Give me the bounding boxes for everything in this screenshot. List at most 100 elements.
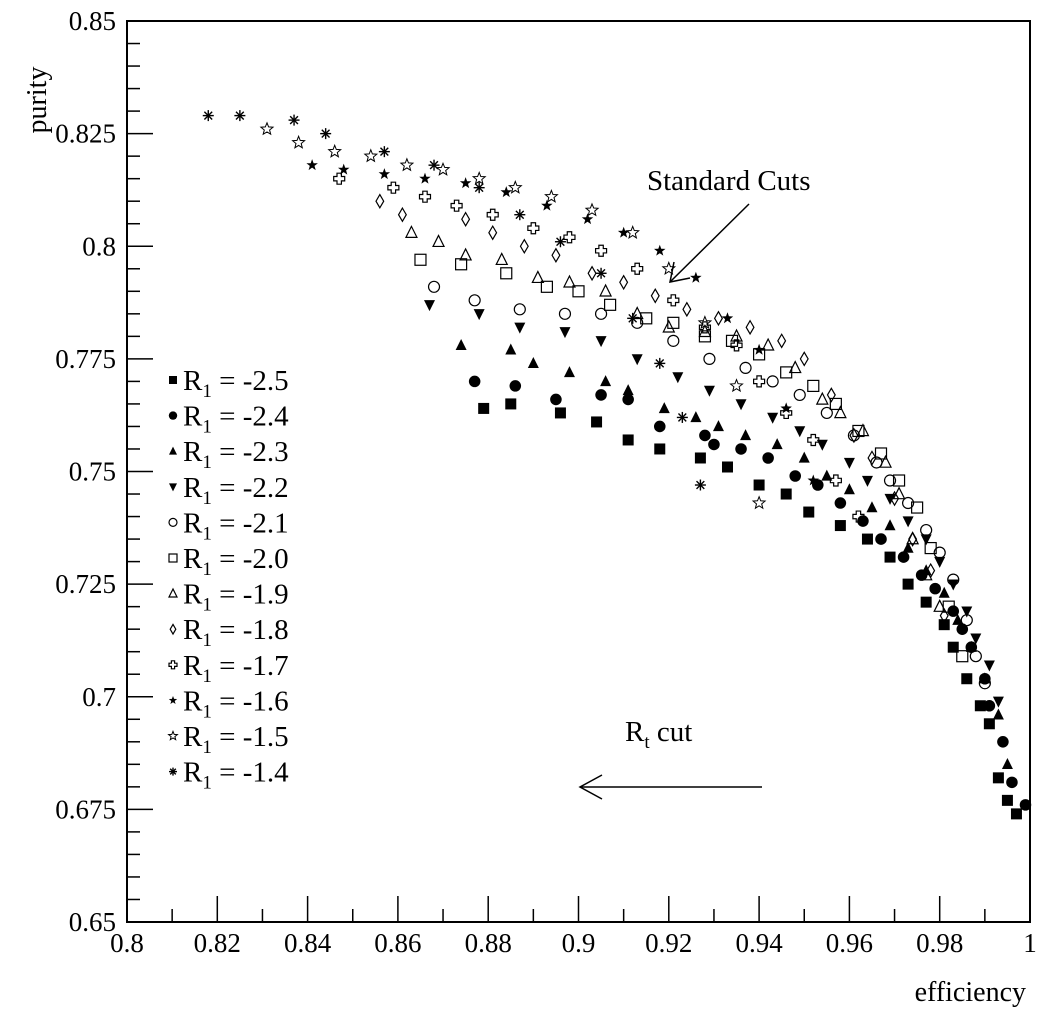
rt-cut-subscript: t <box>644 732 650 753</box>
y-tick-label: 0.675 <box>55 794 116 824</box>
data-point <box>399 157 415 172</box>
legend-symbol: R <box>183 507 203 539</box>
data-point <box>617 226 630 238</box>
data-point <box>920 523 933 537</box>
data-point <box>969 650 982 663</box>
data-point <box>505 398 517 410</box>
legend-item: R1 = -2.3 <box>169 436 289 473</box>
data-point <box>892 486 906 500</box>
series-12 <box>202 110 706 491</box>
data-point <box>468 375 481 388</box>
data-point <box>563 231 576 244</box>
data-point <box>947 573 960 586</box>
legend-item: R1 = -2.5 <box>169 365 289 402</box>
data-point <box>320 128 332 140</box>
data-point <box>821 469 833 481</box>
data-point <box>594 244 608 257</box>
data-point <box>843 457 855 469</box>
data-point <box>843 483 855 495</box>
data-point <box>788 360 802 374</box>
data-point <box>327 143 342 158</box>
data-point <box>550 393 562 406</box>
data-point <box>884 493 896 505</box>
data-point <box>761 337 775 351</box>
data-point <box>939 607 949 624</box>
data-point <box>682 301 692 318</box>
x-tick-label: 0.8 <box>110 928 144 958</box>
legend-subscript: 1 <box>202 523 212 544</box>
data-point <box>874 447 888 460</box>
data-point <box>730 328 743 342</box>
rt-cut-arrow <box>578 774 762 800</box>
legend-subscript: 1 <box>202 595 212 616</box>
data-point <box>558 307 572 320</box>
legend-item: R1 = -1.5 <box>167 721 289 758</box>
data-point <box>983 699 996 712</box>
x-tick-label: 0.84 <box>284 928 332 958</box>
data-point <box>435 161 451 176</box>
legend-marker <box>169 767 177 776</box>
data-point <box>468 294 481 307</box>
data-point <box>721 461 733 473</box>
data-point <box>562 274 576 288</box>
rt-cut-label: Rt cut <box>625 716 692 753</box>
data-point <box>363 148 379 163</box>
data-point <box>739 361 752 374</box>
legend-marker <box>168 553 178 563</box>
data-point <box>514 209 526 221</box>
data-point <box>595 267 607 279</box>
data-point <box>459 247 473 261</box>
data-point <box>861 533 873 545</box>
series-9 <box>333 172 865 523</box>
data-point <box>432 234 446 248</box>
data-point <box>554 236 566 248</box>
data-point <box>495 252 509 266</box>
data-point <box>419 172 431 184</box>
data-point <box>654 357 666 369</box>
data-point <box>450 199 463 212</box>
data-point <box>820 406 833 420</box>
data-point <box>753 343 765 355</box>
data-point <box>622 384 634 396</box>
data-point <box>540 280 553 293</box>
data-point <box>703 385 715 397</box>
data-point <box>938 619 950 631</box>
legend-item: R1 = -1.6 <box>168 685 289 722</box>
data-point <box>541 199 553 211</box>
data-point <box>375 193 385 209</box>
data-point <box>849 427 859 444</box>
series-7 <box>404 225 947 612</box>
data-point <box>829 474 842 487</box>
data-point <box>794 426 806 438</box>
data-point <box>531 270 545 284</box>
data-point <box>956 623 969 635</box>
legend: R1 = -2.5R1 = -2.4R1 = -2.3R1 = -2.2R1 =… <box>167 365 289 794</box>
x-tick-label: 0.86 <box>374 928 421 958</box>
data-point <box>667 334 680 347</box>
data-point <box>414 253 427 266</box>
legend-label: R1 = -2.2 <box>183 472 289 509</box>
data-point <box>713 310 724 327</box>
data-point <box>672 372 684 384</box>
data-point <box>658 402 670 414</box>
data-point <box>908 531 918 547</box>
legend-item: R1 = -1.9 <box>168 579 289 616</box>
x-tick-label: 0.94 <box>735 928 783 958</box>
data-point <box>234 110 246 122</box>
data-point <box>933 546 946 559</box>
data-point <box>622 393 634 406</box>
y-tick-label: 0.725 <box>55 569 116 599</box>
legend-label: R1 = -1.5 <box>183 721 289 758</box>
legend-value: = -2.3 <box>212 436 289 468</box>
data-point <box>992 708 1004 720</box>
legend-subscript: 1 <box>202 701 212 722</box>
legend-symbol: R <box>183 614 203 646</box>
data-point <box>288 114 300 126</box>
data-point <box>740 429 752 441</box>
legend-marker <box>167 730 179 741</box>
data-point <box>667 294 680 307</box>
legend-subscript: 1 <box>202 488 212 509</box>
data-point <box>834 497 847 509</box>
data-point <box>960 614 973 627</box>
data-point <box>815 391 829 405</box>
